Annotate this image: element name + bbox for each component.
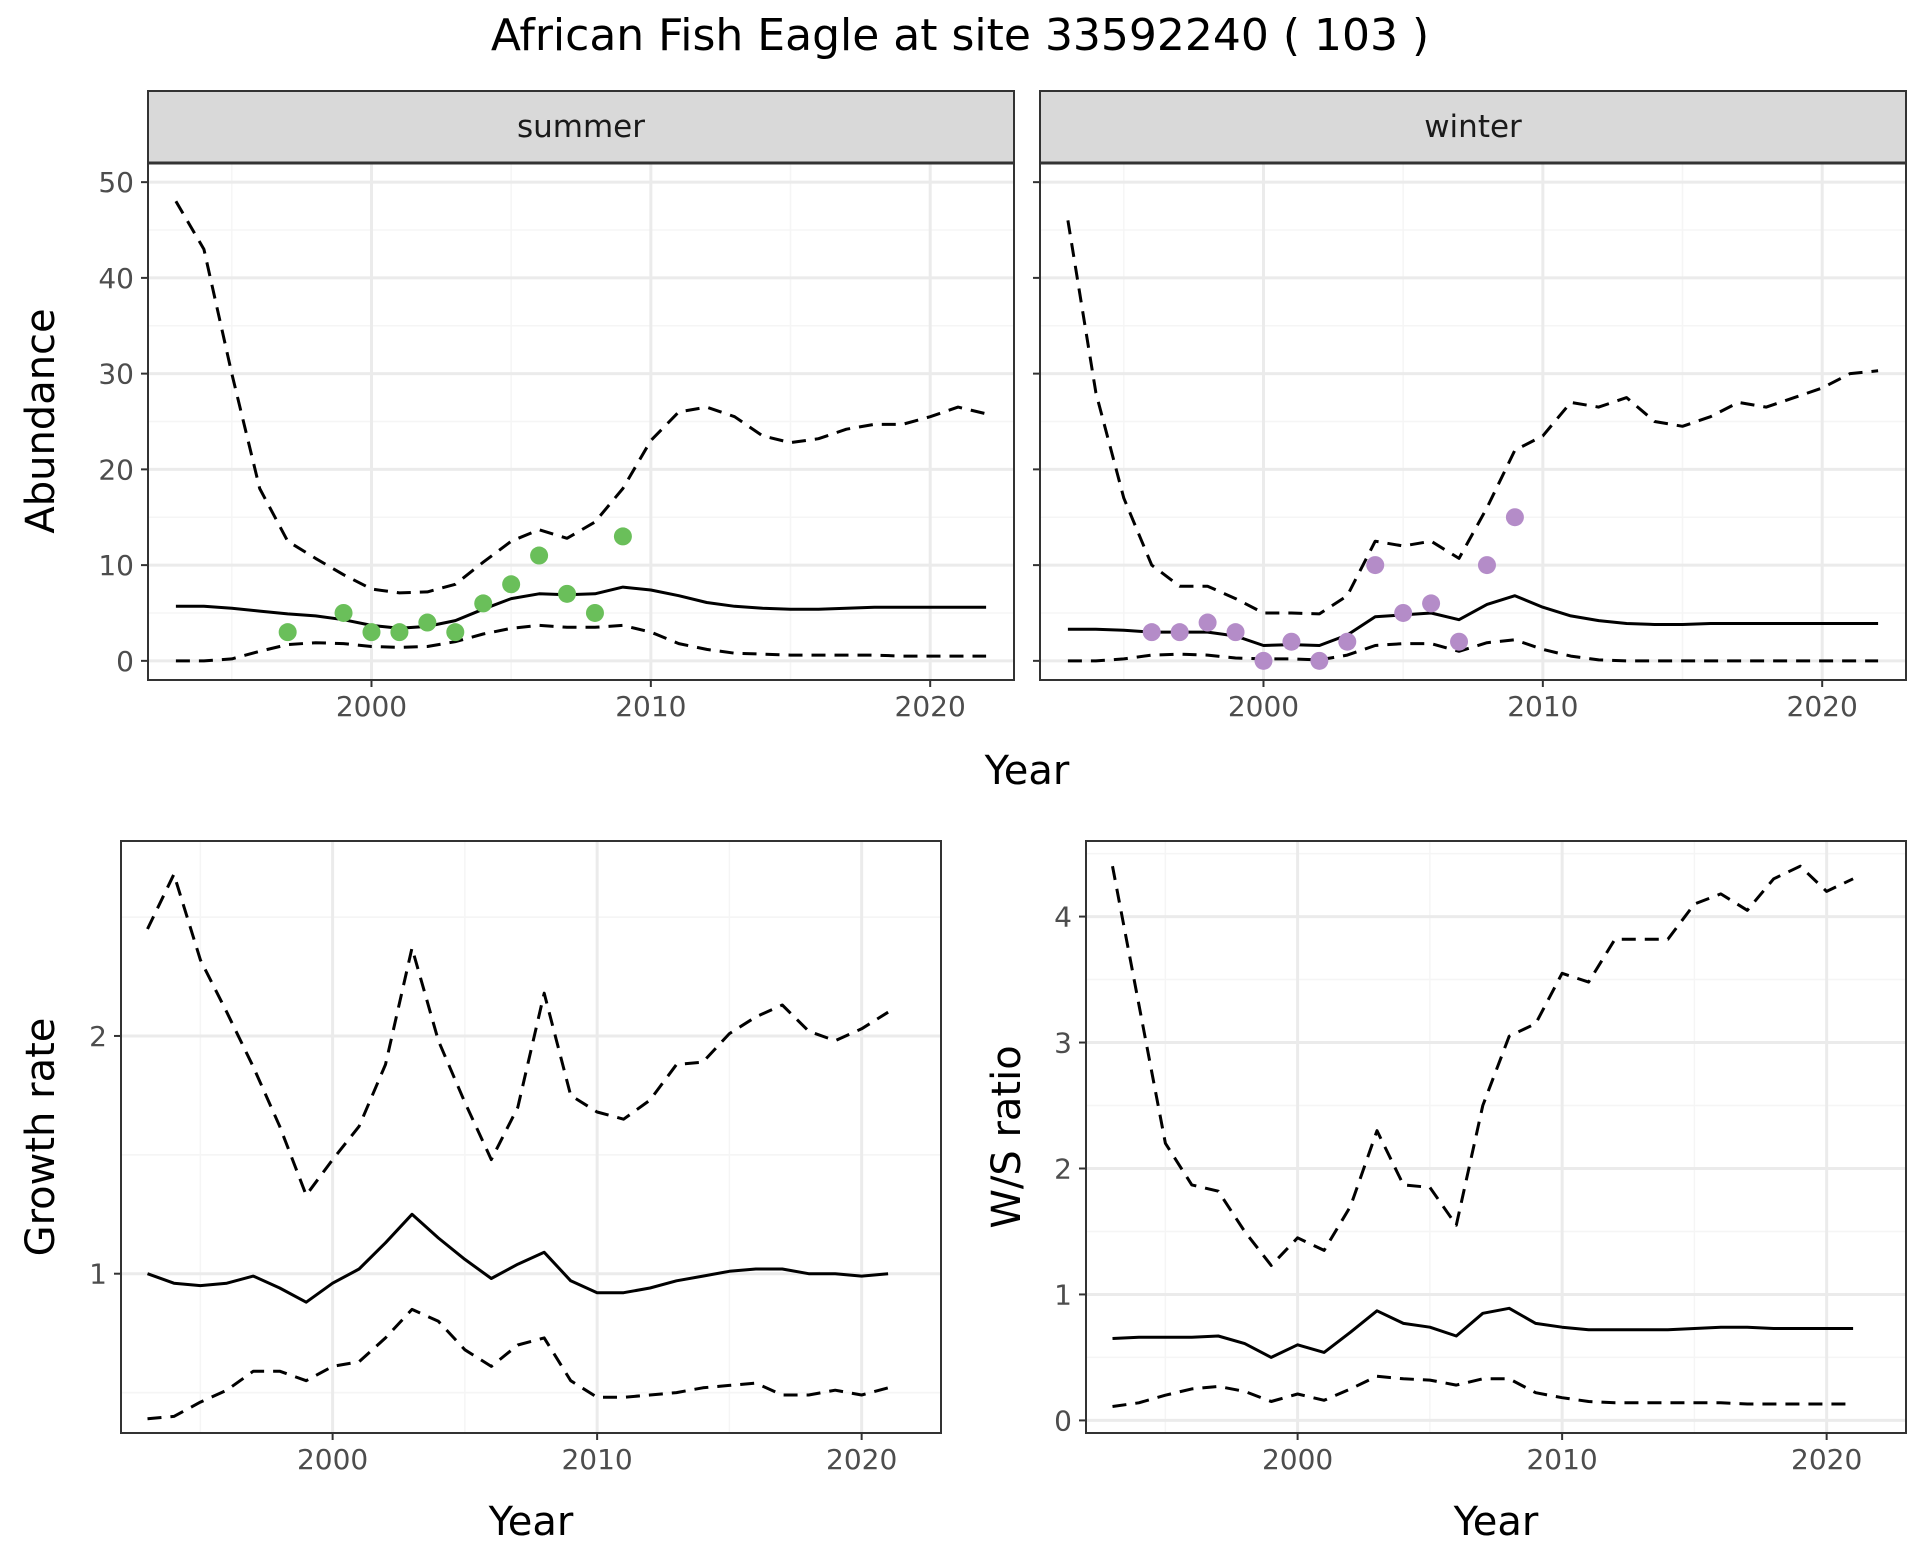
summer-estimate-line — [175, 585, 987, 630]
growth-panel: 2000 2010 2020 1 2 Year Growth rate — [18, 840, 942, 1545]
top-y-axis-title: Abundance — [18, 308, 64, 533]
summer-y-tick-label: 30 — [98, 358, 134, 391]
winter-panel: winter 2000 2010 2020 — [1033, 90, 1907, 723]
winter-strip — [1039, 90, 1907, 164]
winter-grid — [1040, 163, 1906, 680]
growth-x-tick-label: 2000 — [297, 1443, 368, 1476]
winter-data-point — [1226, 623, 1245, 642]
ws-ratio-y-tick-label: 2 — [1054, 1152, 1072, 1185]
summer-panel: summer 2000 2010 2020 0 10 20 30 40 50 — [98, 90, 1015, 723]
summer-x-tick-label: 2020 — [895, 690, 966, 723]
winter-x-tick-label: 2010 — [1507, 690, 1578, 723]
summer-data-point — [390, 623, 409, 642]
winter-data-point — [1477, 556, 1496, 575]
summer-data-point — [278, 623, 297, 642]
growth-y-tick-label: 2 — [89, 1020, 107, 1053]
ws-ratio-y-tick-label: 4 — [1054, 901, 1072, 934]
summer-y-tick-label: 40 — [98, 262, 134, 295]
winter-data-point — [1254, 651, 1273, 670]
ws-ratio-upper-line — [1111, 864, 1854, 1267]
summer-y-tick-label: 20 — [98, 453, 134, 486]
winter-points — [1142, 508, 1524, 670]
summer-series — [174, 200, 987, 663]
winter-data-point — [1422, 594, 1441, 613]
growth-series — [146, 872, 889, 1421]
winter-data-point — [1282, 632, 1301, 651]
summer-data-point — [362, 623, 381, 642]
summer-data-point — [418, 613, 437, 632]
summer-data-point — [558, 584, 577, 603]
growth-y-tick-label: 1 — [89, 1258, 107, 1291]
ws-ratio-plot-background — [1086, 841, 1906, 1433]
winter-data-point — [1310, 651, 1329, 670]
winter-series — [1066, 220, 1879, 663]
summer-data-point — [446, 623, 465, 642]
winter-estimate-line — [1067, 594, 1879, 647]
winter-data-point — [1394, 603, 1413, 622]
ws-ratio-y-axis-title: W/S ratio — [984, 1045, 1030, 1228]
winter-data-point — [1142, 623, 1161, 642]
summer-strip-label: summer — [517, 109, 645, 145]
winter-data-point — [1198, 613, 1217, 632]
growth-plot-background — [121, 841, 941, 1433]
ws-ratio-grid — [1086, 841, 1906, 1433]
winter-x-tick-label: 2020 — [1787, 690, 1858, 723]
growth-x-tick-label: 2010 — [561, 1443, 632, 1476]
ws-ratio-x-tick-label: 2010 — [1526, 1443, 1597, 1476]
growth-upper-line — [146, 872, 889, 1197]
winter-axis-ticks: 2000 2010 2020 — [1033, 181, 1858, 723]
summer-strip — [147, 90, 1015, 164]
summer-y-tick-label: 10 — [98, 549, 134, 582]
growth-x-axis-title: Year — [488, 1499, 574, 1545]
winter-data-point — [1505, 508, 1524, 527]
winter-x-tick-label: 2000 — [1228, 690, 1299, 723]
summer-y-tick-label: 50 — [98, 166, 134, 199]
summer-data-point — [585, 603, 604, 622]
growth-y-axis-title: Growth rate — [18, 1018, 64, 1257]
ws-ratio-lower-line — [1112, 1374, 1854, 1408]
winter-strip-label: winter — [1424, 109, 1522, 145]
summer-grid — [148, 163, 1014, 680]
growth-estimate-line — [146, 1212, 889, 1304]
growth-grid — [121, 841, 941, 1433]
winter-upper-line — [1066, 220, 1879, 616]
ws-ratio-plot-frame — [1085, 840, 1907, 1434]
growth-lower-line — [147, 1307, 889, 1421]
ws-ratio-y-tick-label: 1 — [1054, 1278, 1072, 1311]
ws-ratio-x-tick-label: 2020 — [1791, 1443, 1862, 1476]
figure-title: African Fish Eagle at site 33592240 ( 10… — [491, 10, 1429, 61]
summer-data-point — [613, 527, 632, 546]
winter-data-point — [1450, 632, 1469, 651]
winter-data-point — [1338, 632, 1357, 651]
summer-data-point — [530, 546, 549, 565]
ws-ratio-y-tick-label: 0 — [1054, 1404, 1072, 1437]
top-x-axis-title: Year — [984, 748, 1070, 794]
summer-y-tick-label: 0 — [116, 645, 134, 678]
summer-x-tick-label: 2000 — [336, 690, 407, 723]
ws-ratio-x-axis-title: Year — [1453, 1499, 1539, 1545]
ws-ratio-series — [1111, 864, 1854, 1408]
summer-axis-ticks: 2000 2010 2020 0 10 20 30 40 50 — [98, 166, 965, 723]
ws-ratio-panel: 2000 2010 2020 0 1 2 3 4 Year W/S ratio — [984, 840, 1907, 1545]
ws-ratio-x-tick-label: 2000 — [1262, 1443, 1333, 1476]
growth-plot-frame — [120, 840, 942, 1434]
ws-ratio-axis-ticks: 2000 2010 2020 0 1 2 3 4 — [1054, 901, 1862, 1476]
summer-points — [278, 527, 632, 642]
summer-data-point — [334, 603, 353, 622]
growth-x-tick-label: 2020 — [826, 1443, 897, 1476]
ws-ratio-y-tick-label: 3 — [1054, 1027, 1072, 1060]
growth-axis-ticks: 2000 2010 2020 1 2 — [89, 1020, 897, 1476]
winter-data-point — [1366, 556, 1385, 575]
winter-data-point — [1170, 623, 1189, 642]
summer-data-point — [474, 594, 493, 613]
ws-ratio-estimate-line — [1112, 1306, 1854, 1359]
summer-x-tick-label: 2010 — [615, 690, 686, 723]
summer-data-point — [502, 575, 521, 594]
